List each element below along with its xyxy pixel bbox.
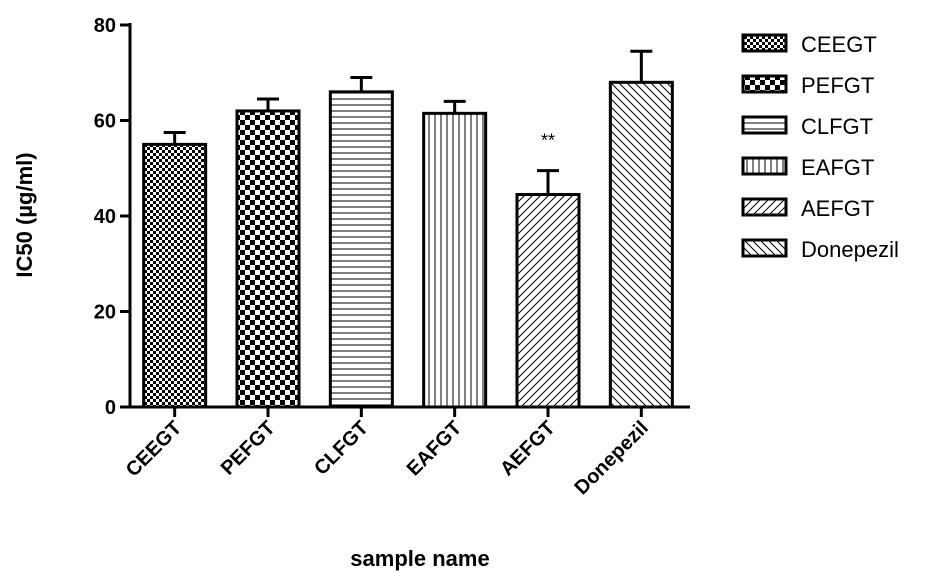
legend-swatch-donepezil [741,238,788,258]
y-tick-label: 80 [94,15,116,37]
bar-ceegt [142,142,208,409]
bar-clfgt [328,90,394,409]
bars-group: ** [142,49,674,409]
y-tick-label: 20 [94,302,116,324]
legend-label-aefgt: AEFGT [801,196,874,221]
legend-label-pefgt: PEFGT [801,73,874,98]
x-axis-title: sample name [350,546,489,571]
x-axis: CEEGT PEFGT CLFGT EAFGT AEFGT Donepezil [122,405,690,499]
bar-aefgt [515,193,581,409]
legend-swatch-ceegt [741,33,788,53]
legend-swatch-eafgt [741,156,788,176]
bar-donepezil [608,80,674,409]
significance-marker: ** [541,131,555,151]
x-tick-label: EAFGT [403,417,466,480]
legend-label-clfgt: CLFGT [801,114,873,139]
bar-pefgt [235,109,301,409]
x-tick-label: Donepezil [571,417,653,499]
legend-swatch-clfgt [741,115,788,135]
legend: CEEGT PEFGT CLFGT EAFGT AEFGT Donepezil [741,32,899,262]
legend-label-donepezil: Donepezil [801,237,899,262]
y-axis: 0 20 40 60 80 [94,15,132,419]
legend-label-ceegt: CEEGT [801,32,877,57]
x-tick-label: CLFGT [310,417,373,480]
legend-label-eafgt: EAFGT [801,155,874,180]
y-tick-label: 40 [94,206,116,228]
x-tick-label: PEFGT [217,417,280,480]
legend-swatch-pefgt [741,74,788,94]
y-tick-label: 60 [94,111,116,133]
y-tick-label: 0 [105,397,116,419]
bar-eafgt [422,111,488,409]
legend-swatch-aefgt [741,197,788,217]
x-tick-label: AEFGT [496,417,559,480]
y-axis-title: IC50 (µg/ml) [12,152,37,277]
x-tick-label: CEEGT [122,417,186,481]
